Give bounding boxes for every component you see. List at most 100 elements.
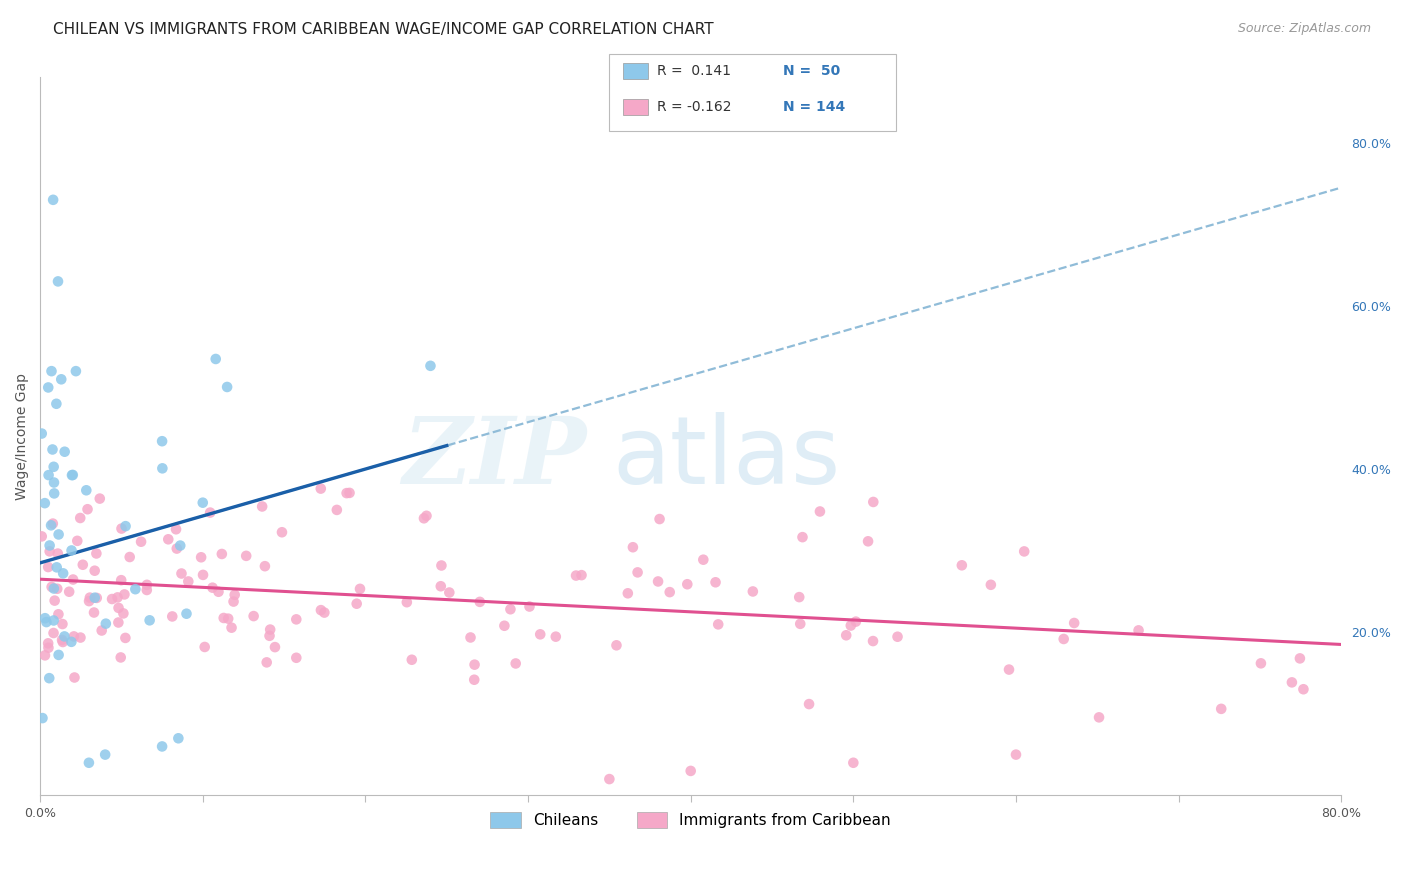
Point (430, 558, 453, 573)
Point (38, 468, 60, 483)
Point (212, 611, 235, 625)
Point (46, 547, 69, 561)
Point (198, 506, 221, 520)
Point (51, 617, 73, 632)
Point (169, 539, 191, 553)
Point (401, 653, 423, 667)
Point (53, 629, 76, 643)
Point (658, 585, 681, 599)
Point (499, 602, 522, 616)
Point (349, 582, 371, 596)
Point (150, 434, 173, 449)
Point (679, 764, 702, 778)
Point (415, 508, 437, 523)
Point (605, 638, 627, 652)
Point (62, 573, 84, 587)
Point (647, 574, 669, 589)
Point (856, 534, 879, 549)
Point (42, 582, 65, 596)
Point (48, 607, 70, 622)
Point (621, 540, 644, 554)
Point (114, 631, 136, 645)
Point (1128, 624, 1150, 638)
Point (65, 364, 87, 378)
Point (42, 193, 65, 207)
Point (90, 624, 112, 638)
Point (53, 444, 76, 458)
Point (529, 627, 551, 641)
Point (339, 486, 361, 500)
Point (256, 656, 278, 670)
Point (166, 541, 188, 556)
Point (886, 630, 908, 644)
Point (51, 632, 73, 647)
Point (1292, 682, 1315, 697)
Text: atlas: atlas (613, 412, 841, 504)
Point (789, 616, 811, 631)
Point (41, 442, 63, 457)
Point (1005, 747, 1028, 762)
Point (314, 606, 336, 620)
Point (46, 582, 69, 596)
Point (48, 527, 70, 541)
Point (42, 614, 65, 628)
Point (707, 617, 730, 632)
Point (413, 511, 436, 525)
Point (464, 657, 486, 672)
Point (77, 594, 100, 608)
Point (190, 550, 212, 565)
Point (150, 461, 173, 475)
Point (86, 546, 108, 560)
Point (201, 581, 224, 595)
Point (1289, 651, 1312, 665)
Point (150, 739, 173, 754)
Point (77, 756, 100, 770)
Point (204, 351, 226, 366)
Point (617, 586, 640, 600)
Text: N =  50: N = 50 (783, 64, 841, 78)
Text: CHILEAN VS IMMIGRANTS FROM CARIBBEAN WAGE/INCOME GAP CORRELATION CHART: CHILEAN VS IMMIGRANTS FROM CARIBBEAN WAG… (53, 22, 714, 37)
Text: N = 144: N = 144 (783, 100, 845, 114)
Point (862, 634, 884, 648)
Point (704, 575, 727, 590)
Point (1281, 675, 1303, 690)
Y-axis label: Wage/Income Gap: Wage/Income Gap (15, 373, 30, 500)
Legend: Chileans, Immigrants from Caribbean: Chileans, Immigrants from Caribbean (484, 806, 897, 834)
Point (842, 756, 865, 770)
Point (346, 597, 368, 611)
Point (135, 582, 157, 597)
Point (124, 582, 146, 597)
Point (207, 584, 229, 599)
Point (107, 615, 129, 630)
Point (35, 615, 58, 629)
Point (676, 577, 699, 591)
Point (157, 533, 180, 547)
Point (463, 673, 485, 687)
Point (60, 635, 83, 649)
Point (110, 522, 132, 536)
Point (138, 613, 160, 627)
Point (309, 482, 332, 496)
Point (285, 650, 308, 665)
Point (309, 603, 332, 617)
Point (83, 591, 105, 605)
Point (544, 630, 567, 644)
Point (83, 564, 105, 578)
Point (1250, 657, 1272, 671)
Point (112, 607, 135, 621)
Point (38, 671, 60, 685)
Point (1088, 710, 1111, 724)
Point (31, 711, 53, 725)
Point (419, 359, 441, 373)
Point (271, 525, 294, 540)
Point (571, 568, 593, 582)
Point (741, 584, 763, 599)
Point (63, 629, 86, 643)
Point (1012, 544, 1035, 558)
Point (42, 459, 65, 474)
Point (118, 549, 141, 564)
Point (217, 380, 239, 394)
Point (72, 558, 94, 572)
Point (626, 566, 648, 580)
Point (34, 611, 56, 625)
